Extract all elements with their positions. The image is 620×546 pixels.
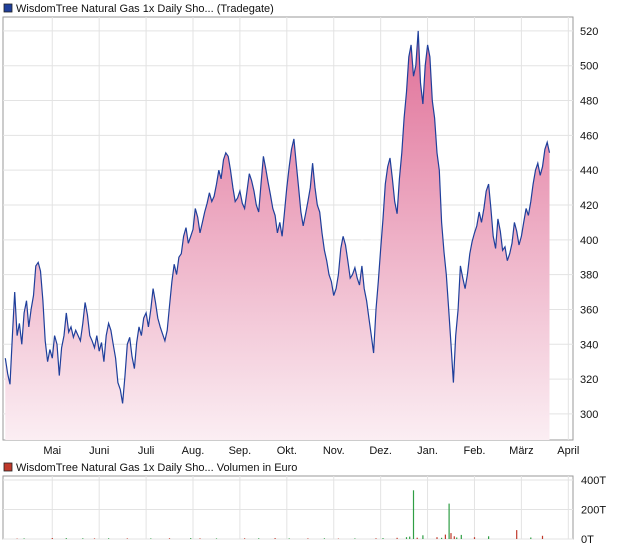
price-x-tick-label: Juli <box>138 445 155 457</box>
price-y-tick-label: 440 <box>580 165 598 177</box>
volume-bar-buy <box>460 534 462 539</box>
price-y-tick-label: 480 <box>580 96 598 108</box>
volume-bar-sell <box>168 538 171 539</box>
volume-bar-sell <box>244 538 246 539</box>
volume-bar-buy <box>456 537 458 539</box>
volume-bar-sell <box>450 533 452 539</box>
volume-bar-sell <box>337 538 339 539</box>
volume-legend-swatch <box>3 462 13 472</box>
price-y-tick-label: 380 <box>580 270 598 282</box>
volume-bar-buy <box>323 538 325 539</box>
price-y-tick-label: 400 <box>580 235 598 247</box>
volume-bar-sell <box>473 537 476 539</box>
price-chart-title: WisdomTree Natural Gas 1x Daily Sho... (… <box>16 3 274 15</box>
volume-bar-buy <box>382 538 384 539</box>
volume-bar-buy <box>258 538 260 539</box>
volume-bar-sell <box>51 538 53 539</box>
price-x-tick-label: Jan. <box>417 445 438 457</box>
price-x-tick-label: Okt. <box>277 445 297 457</box>
volume-chart-title: WisdomTree Natural Gas 1x Daily Sho... V… <box>16 462 297 474</box>
price-x-tick-label: Sep. <box>229 445 252 457</box>
price-y-tick-label: 340 <box>580 339 598 351</box>
price-x-axis: Mai Juni Juli Aug. Sep. Okt. Nov. Dez. Jan. Feb. M… <box>43 445 579 457</box>
volume-bar-buy <box>108 538 110 539</box>
price-x-tick-label: April <box>557 445 579 457</box>
volume-bar-sell <box>93 538 96 539</box>
volume-bar-sell <box>16 538 18 539</box>
volume-bar-buy <box>215 538 218 539</box>
price-x-tick-label: März <box>509 445 533 457</box>
price-legend-swatch <box>3 3 13 13</box>
volume-bar-buy <box>488 536 490 539</box>
volume-y-tick-label: 0T <box>581 534 594 546</box>
price-panel: FACTSET 30032034036038040042044046048050… <box>2 16 598 457</box>
volume-bar-buy <box>530 537 532 539</box>
price-y-tick-label: 300 <box>580 409 598 421</box>
volume-bar-sell <box>307 538 309 539</box>
volume-bar-buy <box>82 538 84 539</box>
volume-bar-buy <box>288 538 290 539</box>
volume-y-tick-label: 400T <box>581 475 606 487</box>
volume-bar-buy <box>422 535 424 539</box>
price-x-tick-label: Dez. <box>369 445 392 457</box>
volume-bar-sell <box>199 538 201 539</box>
price-y-tick-label: 320 <box>580 374 598 386</box>
price-x-tick-label: Feb. <box>463 445 485 457</box>
volume-bar-buy <box>354 538 356 539</box>
volume-plot-frame <box>2 475 574 540</box>
volume-bar-buy <box>412 490 415 539</box>
price-y-tick-label: 360 <box>580 304 598 316</box>
price-y-tick-label: 420 <box>580 200 598 212</box>
volume-bar-buy <box>23 538 25 539</box>
price-y-tick-label: 460 <box>580 130 598 142</box>
price-y-tick-label: 500 <box>580 61 598 73</box>
volume-bar-buy <box>441 537 443 539</box>
volume-bar-buy <box>448 503 450 539</box>
volume-bar-sell <box>436 537 438 539</box>
volume-bar-sell <box>375 538 377 539</box>
volume-bar-sell <box>541 535 544 539</box>
volume-y-axis: 0T 200T 400T <box>581 475 606 546</box>
volume-bar-sell <box>516 530 518 539</box>
volume-bar-buy <box>150 538 152 539</box>
volume-gridlines <box>3 476 573 540</box>
price-x-tick-label: Aug. <box>182 445 205 457</box>
price-area-fill <box>5 30 550 440</box>
volume-bar-sell <box>274 538 276 539</box>
volume-bar-sell <box>126 538 128 539</box>
volume-bar-buy <box>190 538 192 539</box>
volume-bar-buy <box>65 538 67 539</box>
volume-bar-sell <box>416 537 418 539</box>
volume-bar-buy <box>409 536 411 539</box>
volume-bar-sell <box>396 537 398 539</box>
volume-panel: 0T 200T 400T <box>2 475 606 546</box>
price-y-axis: 300 320 340 360 380 400 420 440 460 480 500 520 <box>580 26 598 421</box>
price-line <box>4 30 551 404</box>
volume-bar-sell <box>444 534 446 539</box>
price-x-tick-label: Mai <box>43 445 61 457</box>
price-y-tick-label: 520 <box>580 26 598 38</box>
volume-y-tick-label: 200T <box>581 505 606 517</box>
volume-bar-sell <box>453 536 455 539</box>
volume-bar-buy <box>405 537 408 539</box>
price-x-tick-label: Juni <box>89 445 109 457</box>
volume-bars <box>16 490 544 539</box>
price-x-tick-label: Nov. <box>323 445 345 457</box>
